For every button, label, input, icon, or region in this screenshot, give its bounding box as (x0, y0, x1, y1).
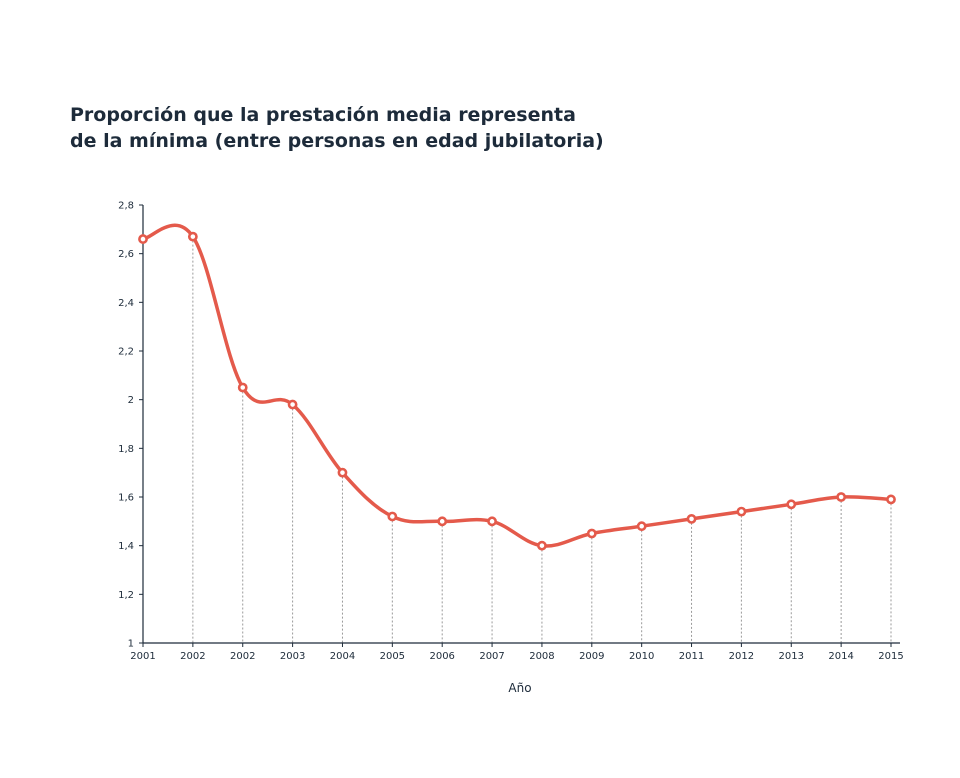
y-axis-ticks: 1 1,2 1,4 1,6 1,8 2 2,2 2,4 2,6 2,8 (118, 201, 143, 650)
drop-lines (142, 236, 892, 643)
data-point (686, 514, 697, 524)
data-points (138, 231, 896, 551)
y-tick-label: 2,8 (118, 201, 134, 212)
data-point (337, 467, 348, 478)
x-tick-label: 2006 (429, 651, 454, 662)
x-tick-label: 2010 (629, 651, 654, 662)
x-tick-label: 2015 (878, 651, 903, 662)
x-tick-label: 2002 (180, 651, 205, 662)
x-tick-label: 2003 (280, 651, 305, 662)
x-tick-label: 2004 (330, 651, 355, 662)
x-tick-label: 2002 (230, 651, 255, 662)
data-point (387, 511, 398, 522)
y-tick-label: 2,6 (118, 249, 134, 260)
x-tick-label: 2011 (679, 651, 704, 662)
y-tick-label: 1 (128, 639, 134, 650)
data-point (736, 506, 747, 517)
x-tick-label: 2007 (479, 651, 504, 662)
data-point (537, 540, 547, 551)
x-tick-label: 2005 (380, 651, 405, 662)
data-point (187, 231, 198, 242)
x-axis-ticks: 2001 2002 2002 2003 2004 2005 2006 2007 2008 2009… (130, 643, 904, 662)
data-point (636, 521, 647, 532)
series-line (141, 223, 893, 548)
x-tick-label: 2014 (828, 651, 853, 662)
y-tick-label: 2 (128, 395, 134, 406)
data-point (487, 516, 497, 527)
y-tick-label: 1,4 (118, 541, 134, 552)
chart-title-line-2: de la mínima (entre personas en edad jub… (70, 130, 604, 152)
x-tick-label: 2013 (779, 651, 804, 662)
x-tick-label: 2008 (529, 651, 554, 662)
y-tick-label: 2,2 (118, 347, 134, 358)
data-point (786, 499, 797, 510)
data-point (237, 382, 248, 393)
x-tick-label: 2001 (130, 651, 155, 662)
data-point (138, 234, 148, 244)
x-axis-title: Año (508, 681, 531, 695)
chart-title: Proporción que la prestación media repre… (70, 102, 770, 154)
data-point (437, 516, 448, 527)
x-tick-label: 2009 (579, 651, 604, 662)
data-point (886, 494, 896, 505)
y-tick-label: 1,2 (118, 590, 134, 601)
y-tick-label: 1,8 (118, 444, 134, 455)
data-point (586, 528, 597, 539)
x-tick-label: 2012 (729, 651, 754, 662)
y-tick-label: 1,6 (118, 493, 134, 504)
data-point (287, 399, 298, 410)
chart-title-line-1: Proporción que la prestación media repre… (70, 104, 576, 126)
data-point (836, 492, 847, 502)
y-tick-label: 2,4 (118, 298, 134, 309)
